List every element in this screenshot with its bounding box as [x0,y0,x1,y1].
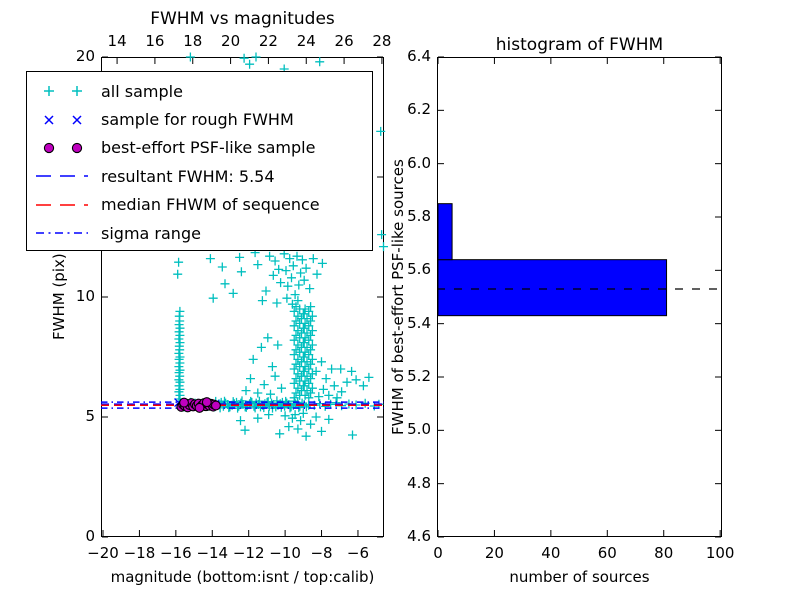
x-marker-icon [44,115,82,125]
tick-label: −12 [232,544,265,562]
right-plot-area [437,56,722,538]
red-dashed-line-icon [36,203,88,206]
tick-label: 6.4 [407,47,431,65]
blue-dashed-line-icon [36,175,88,178]
tick-label: −6 [346,544,370,562]
legend: all sample sample for rough FWHM best-ef… [26,71,373,251]
tick-label: 18 [183,32,203,50]
tick-label: −20 [87,544,119,562]
tick-label: −8 [310,544,333,562]
tick-label: −10 [269,544,301,562]
circle-marker-icon [43,142,83,154]
tick-label: 20 [484,544,504,562]
tick-label: 100 [705,544,735,562]
tick-label: −16 [160,544,192,562]
tick-label: 5 [85,407,95,425]
legend-item-all-sample: all sample [33,77,372,105]
blue-dashdot-line-icon [36,232,88,234]
right-plot-xlabel: number of sources [509,568,650,586]
tick-label: 6.2 [407,100,431,119]
legend-item-resultant-fwhm: resultant FWHM: 5.54 [33,162,372,190]
tick-label: −18 [123,544,156,562]
left-plot-xlabel: magnitude (bottom:isnt / top:calib) [110,568,375,586]
legend-label: median FHWM of sequence [101,195,320,215]
tick-label: 16 [145,32,165,50]
left-plot-area [101,52,388,538]
tick-label: 80 [654,544,674,562]
legend-label: sample for rough FWHM [101,110,294,130]
right-plot-title: histogram of FWHM [495,35,664,55]
tick-label: 5.2 [407,367,431,385]
tick-label: 20 [221,32,241,50]
tick-label: 0 [433,544,443,562]
tick-label: 60 [597,544,617,562]
right-plot-ylabel: FWHM of best-effort PSF-like sources [389,159,407,435]
legend-item-psf-like-sample: best-effort PSF-like sample [33,134,372,162]
legend-item-rough-fwhm-sample: sample for rough FWHM [33,105,372,133]
tick-label: 4.8 [407,473,431,492]
legend-label: sigma range [101,223,201,243]
tick-label: 0 [85,527,95,545]
tick-label: 5.4 [407,313,431,332]
plus-marker-icon [44,86,82,97]
tick-label: 20 [75,47,95,65]
tick-label: 14 [107,32,127,50]
tick-label: −14 [196,544,229,562]
tick-label: 10 [75,287,95,305]
tick-label: 4.6 [407,527,431,545]
tick-label: 24 [296,32,316,50]
legend-item-median-fhwm: median FHWM of sequence [33,191,372,219]
tick-label: 5.8 [407,207,431,225]
tick-label: 28 [372,32,392,50]
tick-label: 26 [334,32,354,50]
left-plot-title: FWHM vs magnitudes [150,9,335,29]
tick-label: 5.6 [407,260,431,279]
tick-label: 6.0 [407,153,431,172]
legend-item-sigma-range: sigma range [33,219,372,247]
legend-label: resultant FWHM: 5.54 [101,166,275,186]
legend-label: best-effort PSF-like sample [101,138,316,158]
tick-label: 40 [541,544,561,562]
legend-label: all sample [101,81,183,101]
tick-label: 5.0 [407,420,431,439]
tick-label: 22 [258,32,278,50]
